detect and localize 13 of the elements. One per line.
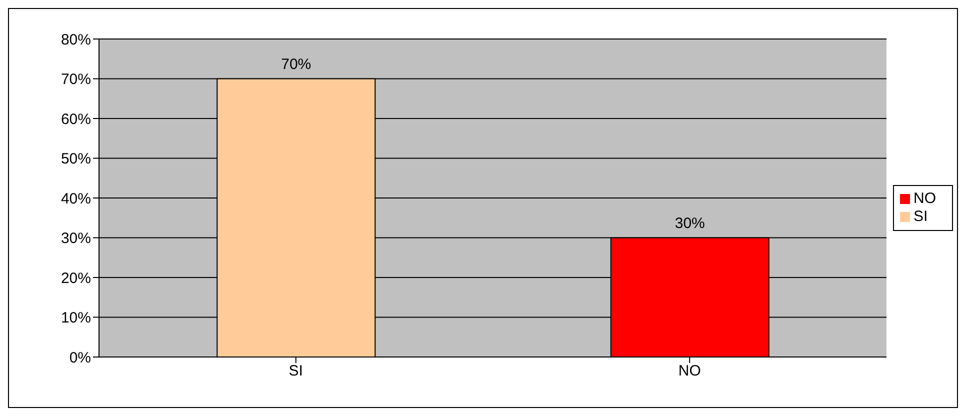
data-label: 30% (674, 214, 705, 232)
y-tick-label: 0% (69, 349, 91, 366)
y-tick-label: 80% (60, 31, 91, 48)
data-label: 70% (281, 56, 312, 73)
y-tick-label: 70% (60, 71, 91, 88)
legend-label: NO (914, 190, 936, 207)
y-tick-label: 20% (60, 270, 91, 287)
y-tick-label: 40% (60, 190, 91, 208)
legend-label: SI (914, 208, 928, 225)
y-tick-label: 50% (60, 150, 91, 168)
y-tick-label: 60% (60, 110, 91, 128)
y-tick-label: 30% (60, 230, 91, 248)
y-tick-label: 10% (60, 310, 91, 327)
